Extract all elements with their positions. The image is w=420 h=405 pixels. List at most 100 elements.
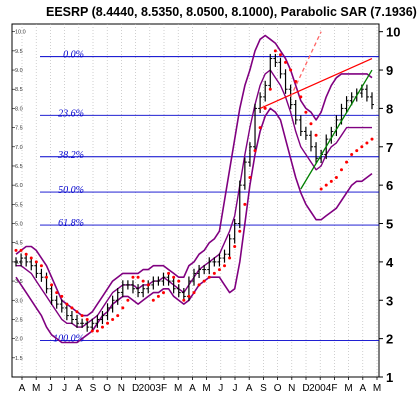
- y-tick-label-left: 1.5: [15, 356, 23, 362]
- sar-dot: [268, 87, 272, 91]
- y-tick-label-right: 8: [386, 101, 393, 116]
- sar-dot: [370, 137, 374, 141]
- y-tick-label-left: 5.5: [15, 202, 23, 208]
- sar-dot: [29, 256, 33, 260]
- sar-dot: [207, 275, 211, 279]
- sar-dot: [100, 325, 104, 329]
- sar-dot: [314, 133, 318, 137]
- sar-dot: [182, 298, 186, 302]
- sar-dot: [70, 306, 74, 310]
- y-tick-label-right: 4: [386, 255, 394, 270]
- sar-dot: [223, 264, 227, 268]
- sar-dot: [151, 298, 155, 302]
- y-tick-label-left: 4.5: [15, 241, 23, 247]
- x-tick-label: N: [118, 383, 125, 394]
- sar-dot: [284, 60, 288, 64]
- x-tick-label: A: [19, 383, 26, 394]
- sar-dot: [45, 275, 49, 279]
- sar-dot: [202, 279, 206, 283]
- y-tick-label-left: 7.0: [15, 145, 23, 151]
- sar-dot: [238, 229, 242, 233]
- sar-dot: [217, 268, 221, 272]
- sar-dot: [365, 141, 369, 145]
- x-tick-label: J: [233, 383, 238, 394]
- grid-layer: [21, 24, 378, 377]
- sar-dot: [65, 302, 69, 306]
- sar-dot: [90, 329, 94, 333]
- y-tick-label-right: 3: [386, 293, 393, 308]
- sar-dot: [126, 298, 130, 302]
- x-tick-label: A: [359, 383, 366, 394]
- y-tick-label-right: 9: [386, 63, 393, 78]
- x-tick-label: 2003: [139, 383, 162, 394]
- sar-layer: [14, 49, 374, 333]
- sar-dot: [106, 321, 110, 325]
- sar-dot: [121, 306, 125, 310]
- x-tick-label: M: [174, 383, 182, 394]
- x-tick-label: F: [161, 383, 167, 394]
- sar-dot: [253, 149, 257, 153]
- sar-dot: [248, 175, 252, 179]
- fibonacci-label: 38.2%: [57, 150, 84, 161]
- x-tick-label: M: [32, 383, 40, 394]
- x-tick-label: A: [246, 383, 253, 394]
- y-tick-label-left: 8.0: [15, 106, 23, 112]
- sar-dot: [80, 314, 84, 318]
- sar-dot: [116, 314, 120, 318]
- x-tick-label: F: [331, 383, 337, 394]
- y-tick-label-left: 10.0: [15, 30, 26, 36]
- sar-dot: [233, 245, 237, 249]
- sar-dot: [294, 80, 298, 84]
- sar-dot: [55, 291, 59, 295]
- x-tick-label: S: [260, 383, 267, 394]
- x-axis: A M J J A S O N D 2003 F M A M J J A S O N D 2004 F M A M: [19, 377, 381, 394]
- sar-dot: [334, 175, 338, 179]
- sar-dot: [299, 95, 303, 99]
- fibonacci-label: 50.0%: [58, 185, 84, 196]
- fibonacci-label: 0.0%: [63, 50, 84, 61]
- x-tick-label: D: [302, 383, 309, 394]
- y-tick-label-left: 3.0: [15, 298, 23, 304]
- sar-dot: [19, 248, 23, 252]
- sar-dot: [329, 179, 333, 183]
- x-tick-label: M: [202, 383, 210, 394]
- x-tick-label: 2004: [309, 383, 332, 394]
- sar-dot: [258, 126, 262, 130]
- fibonacci-label: 61.8%: [58, 218, 84, 229]
- trendline-layer: [259, 31, 373, 190]
- sar-dot: [14, 248, 18, 252]
- trendline: [259, 57, 373, 110]
- y-axis-left: 1.5 2.0 2.5 3.0 3.5 4.0 4.5 5.0 5.5 6.0 6.5 7.0 7.5 8…: [12, 30, 26, 362]
- x-tick-label: A: [189, 383, 196, 394]
- y-tick-label-right: 2: [386, 332, 393, 347]
- fibonacci-label: 23.6%: [58, 108, 84, 119]
- sar-dot: [228, 256, 232, 260]
- sar-dot: [355, 149, 359, 153]
- y-tick-label-left: 7.5: [15, 126, 23, 132]
- sar-dot: [85, 317, 89, 321]
- y-tick-label-right: 5: [386, 217, 393, 232]
- bollinger-upper: [15, 34, 373, 317]
- sar-dot: [273, 49, 277, 53]
- sar-dot: [156, 294, 160, 298]
- trendline: [300, 69, 373, 190]
- sar-dot: [141, 279, 145, 283]
- sar-dot: [172, 275, 176, 279]
- sar-dot: [167, 271, 171, 275]
- sar-dot: [192, 291, 196, 295]
- fibonacci-label: 100.0%: [53, 334, 84, 345]
- x-tick-label: A: [75, 383, 82, 394]
- sar-dot: [50, 283, 54, 287]
- x-tick-label: J: [48, 383, 53, 394]
- price-layer: [14, 53, 374, 332]
- y-tick-label-left: 9.0: [15, 68, 23, 74]
- y-tick-label-left: 6.0: [15, 183, 23, 189]
- fibonacci-layer: 0.0% 23.6% 38.2% 50.0% 61.8% 100.0%: [40, 50, 379, 345]
- y-tick-label-left: 6.5: [15, 164, 23, 170]
- y-tick-label-left: 2.0: [15, 337, 23, 343]
- sar-dot: [360, 145, 364, 149]
- sar-dot: [95, 329, 99, 333]
- sar-dot: [324, 183, 328, 187]
